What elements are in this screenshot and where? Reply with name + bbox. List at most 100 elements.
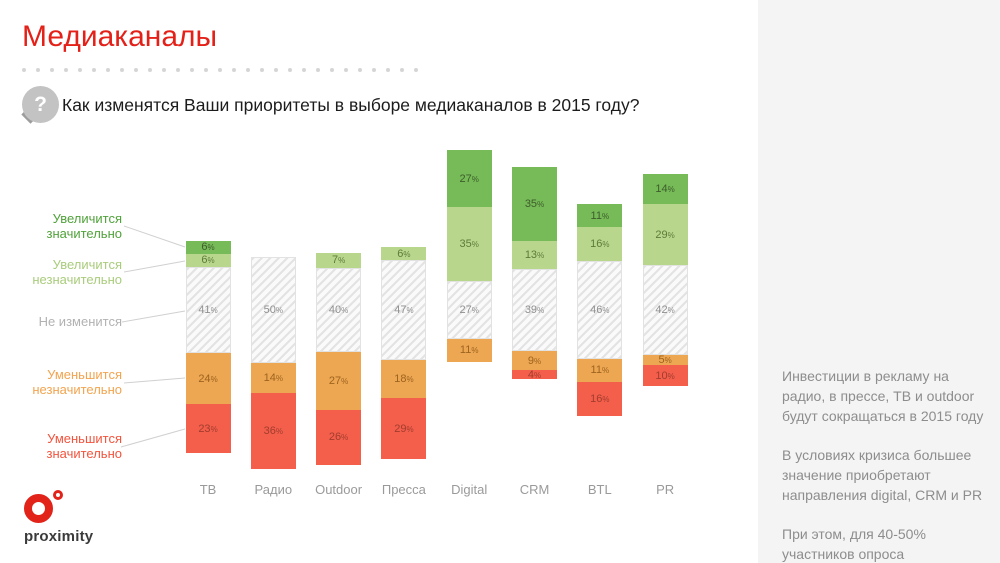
- dot: [372, 68, 376, 72]
- bar-segment-label: 16%: [590, 393, 610, 406]
- proximity-logo-text: proximity: [24, 528, 94, 545]
- bar-segment: 40%: [316, 267, 362, 353]
- bar-segment: 23%: [185, 404, 231, 454]
- leader-line: [120, 428, 186, 448]
- bar-segment: 6%: [185, 241, 231, 254]
- category-label: Outdoor: [315, 482, 363, 497]
- bar-segment: 11%: [577, 358, 623, 383]
- logo-ring-icon: [24, 494, 53, 523]
- bar-segment: 7%: [316, 252, 362, 268]
- bar-segment: 35%: [446, 207, 492, 282]
- dot: [106, 68, 110, 72]
- bar-segment-label: 5%: [658, 353, 672, 366]
- dot: [302, 68, 306, 72]
- bar-segment-label: 26%: [328, 431, 349, 444]
- bar-segment: 24%: [185, 353, 231, 405]
- bar-segment-label: 41%: [198, 303, 218, 316]
- dot: [386, 68, 390, 72]
- bar-segment: 16%: [577, 382, 623, 416]
- category-label: PR: [656, 482, 675, 497]
- bar-segment: 18%: [381, 359, 427, 398]
- category-label: ТВ: [199, 482, 217, 497]
- bar-segment-label: 10%: [655, 369, 675, 382]
- diverging-stacked-bar-chart: Увеличится значительно Увеличится незначи…: [32, 149, 688, 497]
- dot: [330, 68, 334, 72]
- bar-segment: 4%: [512, 369, 557, 381]
- bar-segment: 11%: [577, 204, 623, 228]
- leader-line: [123, 260, 186, 273]
- dot: [274, 68, 278, 72]
- dot: [190, 68, 194, 72]
- bar-segment: 27%: [446, 281, 492, 339]
- bar-segment-label: 24%: [198, 372, 218, 385]
- dot: [134, 68, 138, 72]
- bar-segment: 13%: [512, 241, 557, 269]
- bar-segment: 50%: [250, 257, 296, 363]
- bar-segment-label: 40%: [328, 303, 349, 316]
- bar-segment-label: 14%: [263, 371, 283, 384]
- page-title: Медиаканалы: [22, 20, 218, 53]
- bar-segment: 9%: [512, 351, 557, 371]
- dot: [414, 68, 418, 72]
- dot: [22, 68, 26, 72]
- bar-segment: 5%: [642, 353, 688, 366]
- dot: [92, 68, 96, 72]
- category-label: BTL: [587, 482, 612, 497]
- bar-segment-label: 13%: [524, 248, 545, 261]
- chart-question: Как изменятся Ваши приоритеты в выборе м…: [62, 95, 640, 115]
- bar-segment: 27%: [316, 352, 362, 410]
- proximity-logo-mark-icon: [24, 490, 66, 524]
- leader-line: [123, 377, 186, 384]
- proximity-logo: proximity: [24, 490, 93, 545]
- bar-segment-label: 42%: [655, 303, 675, 316]
- leader-line: [121, 310, 186, 323]
- insight-paragraph: Инвестиции в рекламу на радио, в прессе,…: [782, 368, 984, 424]
- bar-segment: 26%: [316, 409, 362, 465]
- legend-label: Увеличится незначительно: [32, 257, 122, 287]
- bar-segment: 16%: [577, 227, 623, 262]
- bar-segment-label: 11%: [459, 344, 479, 357]
- dotted-divider: [22, 68, 418, 72]
- bar-segment: 41%: [185, 266, 231, 354]
- bar-segment-label: 6%: [201, 241, 215, 254]
- bar-segment: 29%: [381, 397, 427, 460]
- bar-segment: 39%: [512, 268, 557, 352]
- dot: [36, 68, 40, 72]
- bar-segment: 27%: [446, 149, 492, 208]
- category-label: Радио: [254, 482, 293, 497]
- dot: [400, 68, 404, 72]
- insights-panel: Инвестиции в рекламу на радио, в прессе,…: [758, 0, 1000, 563]
- insights-text-block: Инвестиции в рекламу на радио, в прессе,…: [782, 366, 984, 563]
- dot: [78, 68, 82, 72]
- bar-segment: 36%: [250, 392, 296, 469]
- dot: [176, 68, 180, 72]
- category-label: CRM: [519, 482, 550, 497]
- dot: [246, 68, 250, 72]
- bar-segment-label: 27%: [459, 303, 479, 316]
- dot: [358, 68, 362, 72]
- dot: [204, 68, 208, 72]
- bar-segment: 29%: [642, 204, 688, 266]
- bar-segment: 6%: [381, 247, 427, 261]
- bar-segment-label: 11%: [590, 209, 610, 222]
- bar-segment-label: 14%: [655, 183, 675, 196]
- leader-line: [123, 225, 186, 248]
- bar-segment: 42%: [642, 265, 688, 355]
- question-mark-icon: ?: [22, 86, 59, 123]
- dot: [64, 68, 68, 72]
- dot: [162, 68, 166, 72]
- bar-segment: 46%: [577, 261, 623, 359]
- bar-segment-label: 29%: [655, 228, 675, 241]
- bar-segment-label: 6%: [201, 254, 215, 267]
- dot: [316, 68, 320, 72]
- bar-segment: 11%: [446, 338, 492, 362]
- bar-segment-label: 7%: [331, 254, 346, 267]
- legend-label: Уменьшится значительно: [46, 431, 123, 461]
- legend-leader-lines: [120, 225, 186, 448]
- insight-paragraph: В условиях кризиса большее значение прио…: [782, 447, 983, 503]
- legend-label: Увеличится значительно: [46, 211, 123, 241]
- bar-segment-label: 16%: [590, 238, 610, 251]
- dot: [288, 68, 292, 72]
- bar-segment-label: 29%: [394, 422, 414, 435]
